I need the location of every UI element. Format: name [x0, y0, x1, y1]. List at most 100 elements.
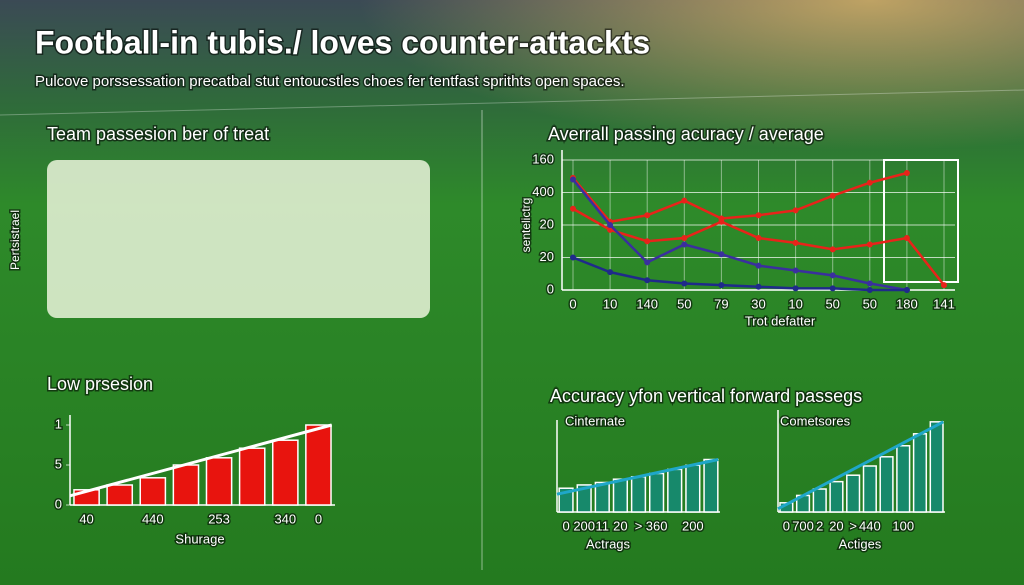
x-tick-label: >: [635, 518, 643, 533]
chart-title: Cometsores: [780, 413, 851, 428]
point: [755, 235, 762, 241]
point: [718, 218, 725, 225]
point: [866, 179, 873, 186]
point: [792, 285, 799, 292]
x-axis-title: Trot defatter: [745, 313, 816, 328]
x-tick-label: 360: [646, 518, 668, 533]
bar: [929, 421, 944, 513]
bar: [667, 468, 683, 513]
bar: [205, 457, 233, 506]
point: [718, 251, 725, 258]
point: [903, 235, 910, 241]
trend-line: [556, 458, 719, 496]
point: [866, 241, 873, 248]
point: [607, 222, 614, 228]
x-tick-label: 10: [603, 296, 617, 311]
x-tick-label: 141: [933, 296, 955, 311]
bar: [172, 464, 200, 506]
x-tick-label: 50: [863, 296, 877, 311]
x-tick-label: 20: [829, 518, 843, 533]
x-tick-label: 20: [613, 518, 627, 533]
y-tick-label: 0: [547, 281, 554, 296]
bar: [703, 458, 719, 513]
y-axis-title: sentelictrg: [519, 198, 533, 253]
y-tick-label: 20: [540, 249, 554, 264]
x-tick-label: 0: [783, 518, 790, 533]
point: [829, 192, 836, 199]
x-tick-label: 440: [859, 518, 881, 533]
bar: [862, 465, 877, 513]
point: [903, 170, 910, 176]
x-axis-title: Actrags: [586, 536, 631, 551]
bar: [305, 424, 332, 506]
point: [681, 241, 688, 248]
x-tick-label: 11: [596, 518, 610, 533]
x-tick-label: 30: [751, 296, 765, 311]
bar: [846, 474, 861, 513]
point: [903, 287, 910, 293]
point: [644, 259, 651, 266]
x-tick-label: 200: [682, 518, 704, 533]
x-tick-label: 180: [896, 296, 918, 311]
x-axis-title: Actiges: [839, 536, 882, 551]
bar: [648, 472, 665, 513]
x-tick-label: 340: [274, 511, 296, 526]
side-label: Pertsistrael: [8, 210, 22, 270]
line-series: [572, 178, 908, 292]
bar: [630, 475, 647, 513]
trend-line: [777, 420, 945, 511]
bar: [594, 481, 610, 513]
bar: [576, 484, 592, 513]
section-title: Accuracy yfon vertical forward passegs: [550, 386, 862, 406]
y-tick-label: 20: [540, 216, 554, 231]
point: [570, 254, 576, 261]
bar: [829, 480, 844, 513]
bar: [896, 445, 911, 513]
point: [607, 269, 614, 276]
x-tick-label: 100: [892, 518, 914, 533]
bar: [238, 447, 266, 506]
point: [681, 197, 688, 204]
point: [866, 287, 873, 293]
point: [829, 246, 836, 253]
bar: [106, 484, 134, 506]
x-tick-label: 0: [562, 518, 569, 533]
point: [570, 176, 576, 183]
y-tick-label: 1: [55, 416, 62, 431]
y-tick-label: 0: [55, 496, 62, 511]
panel-title: Team passesion ber of treat: [47, 124, 269, 144]
bar: [879, 456, 894, 513]
line-series: [572, 256, 907, 292]
x-tick-label: 700: [792, 518, 814, 533]
bar: [812, 488, 827, 513]
point: [755, 262, 762, 269]
bar: [271, 439, 299, 506]
x-tick-label: 40: [79, 511, 93, 526]
x-tick-label: 2: [816, 518, 823, 533]
bar: [685, 464, 701, 513]
point: [941, 282, 947, 289]
point: [644, 277, 651, 284]
x-tick-label: 0: [315, 511, 322, 526]
bar: [612, 478, 629, 513]
line-series: [572, 171, 908, 224]
point: [829, 285, 836, 292]
point: [644, 212, 651, 219]
y-tick-label: 400: [532, 184, 554, 199]
x-tick-label: 253: [208, 511, 230, 526]
pitch-line: [0, 89, 1024, 116]
y-tick-label: 5: [55, 456, 62, 471]
page-title: Football-in tubis./ loves counter-attack…: [35, 24, 650, 60]
point: [755, 212, 762, 219]
chart-title: Averrall passing acuracy / average: [548, 124, 824, 144]
x-tick-label: 0: [569, 296, 576, 311]
point: [570, 205, 576, 212]
point: [644, 238, 651, 245]
point: [607, 226, 614, 233]
x-tick-label: 440: [142, 511, 164, 526]
trend-line: [69, 423, 333, 498]
chart-title: Low prsesion: [47, 374, 153, 394]
point: [792, 239, 799, 246]
